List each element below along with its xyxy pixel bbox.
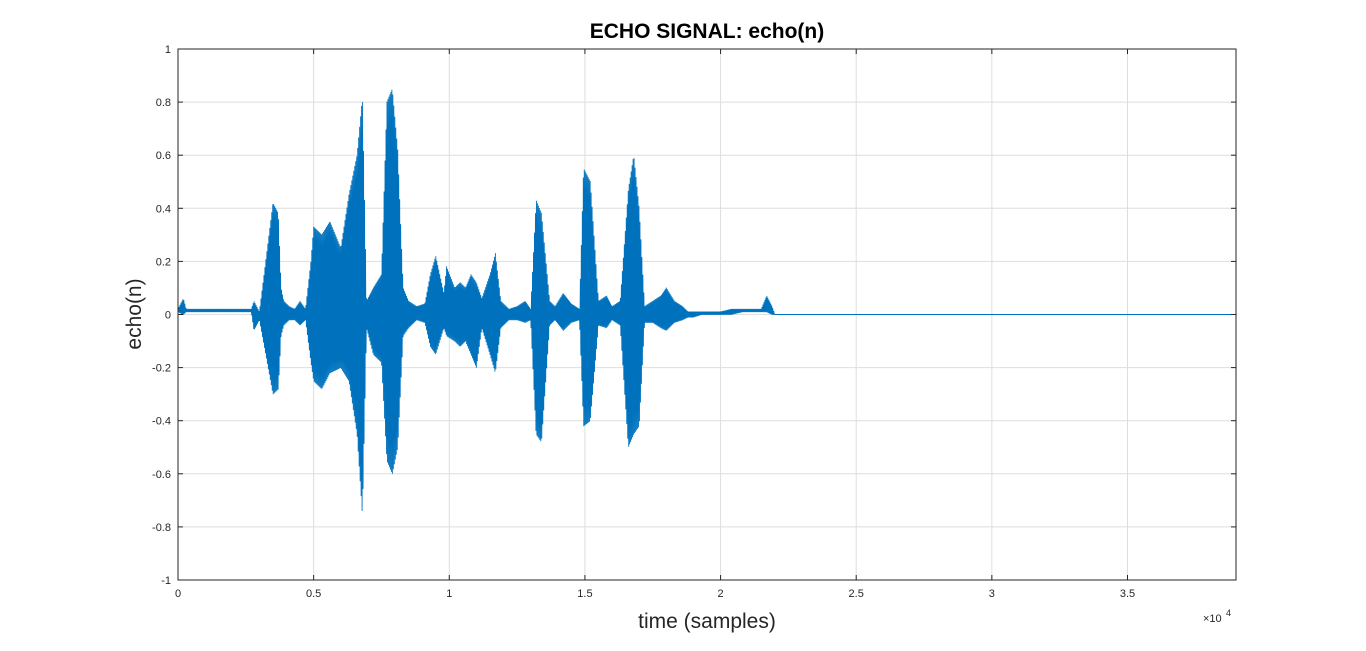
x-exponent-base: ×10 — [1203, 613, 1222, 625]
x-tick-label: 2.5 — [849, 588, 864, 600]
y-tick-label: -0.4 — [152, 416, 171, 428]
y-tick-label: -0.8 — [152, 522, 171, 534]
x-axis-label: time (samples) — [638, 610, 776, 633]
chart-title: ECHO SIGNAL: echo(n) — [590, 20, 825, 43]
signal-line — [177, 89, 1236, 511]
x-exponent-power: 4 — [1226, 608, 1231, 618]
x-tick-label: 1 — [446, 588, 452, 600]
y-tick-label: 0.4 — [156, 203, 171, 215]
signal-series — [177, 89, 1236, 511]
y-tick-label: 1 — [165, 44, 171, 56]
y-tick-label: 0.6 — [156, 150, 171, 162]
y-tick-label: -1 — [161, 575, 171, 587]
y-tick-label: -0.6 — [152, 469, 171, 481]
y-tick-label: 0.2 — [156, 256, 171, 268]
x-tick-label: 3.5 — [1120, 588, 1135, 600]
y-tick-labels: -1 -0.8 -0.6 -0.4 -0.2 0 0.2 0.4 0.6 0.8 1 — [152, 44, 171, 587]
y-tick-label: 0.8 — [156, 97, 171, 109]
y-axis-label: echo(n) — [123, 278, 146, 349]
x-tick-label: 2 — [718, 588, 724, 600]
grid — [178, 49, 1236, 580]
x-tick-label: 0.5 — [306, 588, 321, 600]
x-tick-label: 3 — [989, 588, 995, 600]
y-tick-label: 0 — [165, 310, 171, 322]
x-tick-label: 1.5 — [577, 588, 592, 600]
x-tick-label: 0 — [175, 588, 181, 600]
ticks — [177, 48, 1236, 581]
y-tick-label: -0.2 — [152, 363, 171, 375]
x-tick-labels: 0 0.5 1 1.5 2 2.5 3 3.5 — [175, 588, 1135, 600]
